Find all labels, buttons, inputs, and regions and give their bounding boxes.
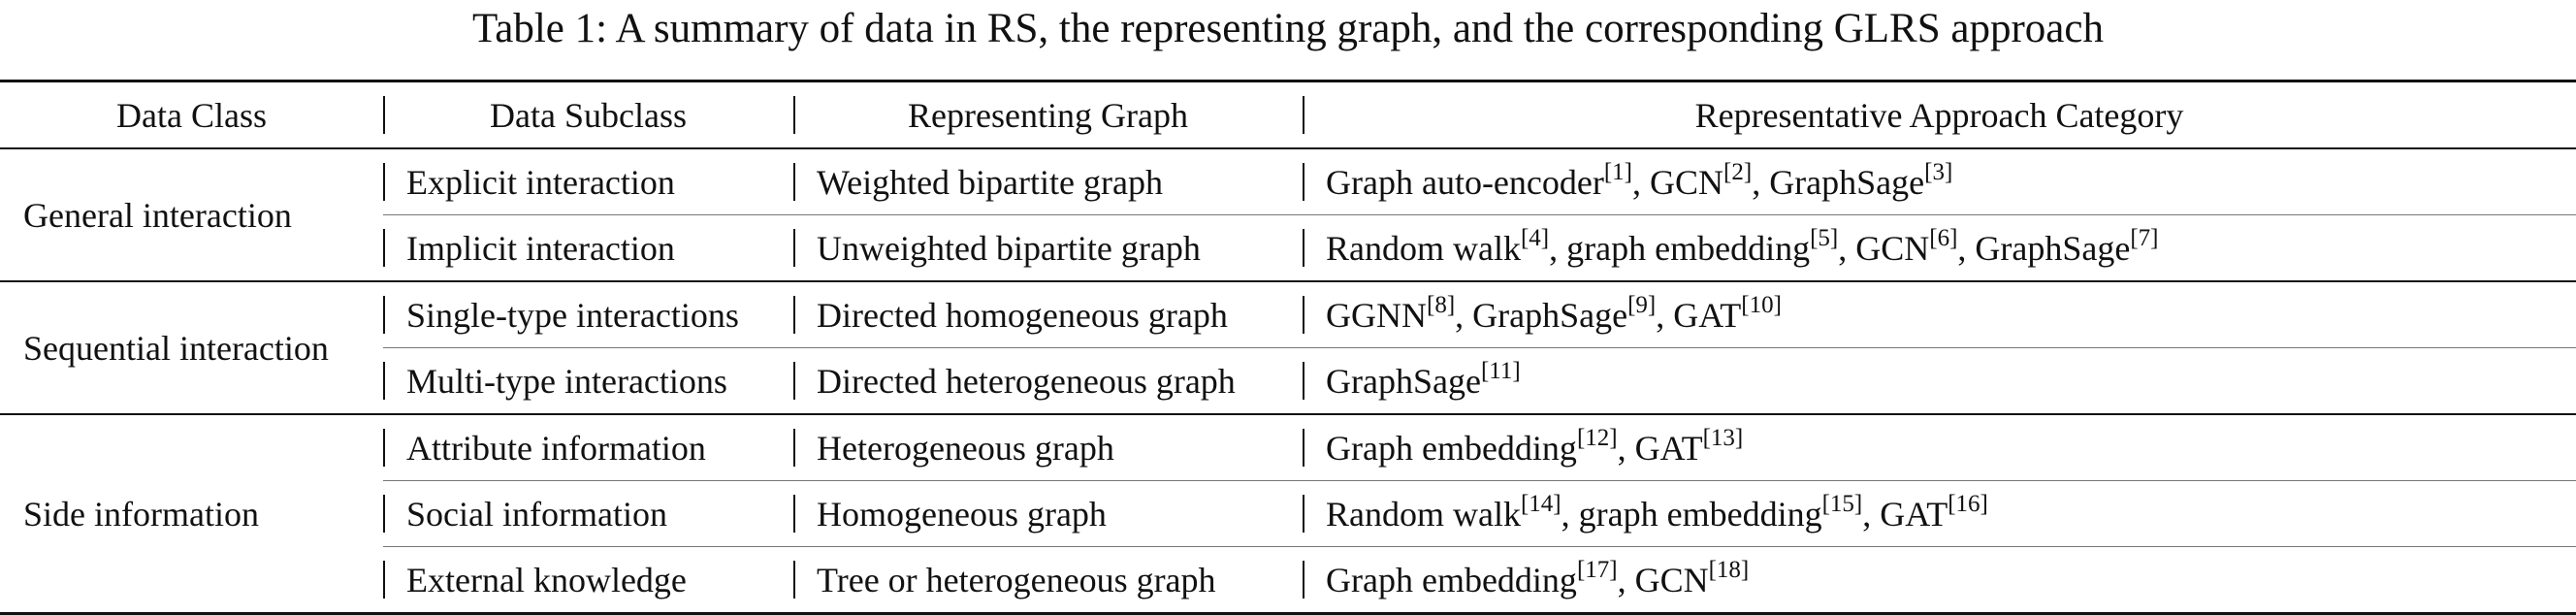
data-subclass-cell: External knowledge <box>383 546 793 614</box>
representing-graph-cell: Directed homogeneous graph <box>793 281 1303 348</box>
data-subclass-cell: Implicit interaction <box>383 214 793 281</box>
approach-category-cell: Random walk[4], graph embedding[5], GCN[… <box>1303 214 2576 281</box>
approach-category-cell: Graph embedding[12], GAT[13] <box>1303 414 2576 481</box>
approach-category-cell: Graph auto-encoder[1], GCN[2], GraphSage… <box>1303 148 2576 215</box>
approach-name: GGNN <box>1326 295 1427 335</box>
citation-ref[interactable]: [6] <box>1929 224 1958 251</box>
citation-ref[interactable]: [18] <box>1708 556 1750 583</box>
approach-name: graph embedding <box>1578 494 1822 534</box>
citation-ref[interactable]: [2] <box>1723 158 1753 185</box>
header-data-class: Data Class <box>116 95 267 135</box>
approach-name: Graph embedding <box>1326 428 1577 468</box>
citation-ref[interactable]: [3] <box>1924 158 1953 185</box>
approach-name: Random walk <box>1326 494 1521 534</box>
table-row: Sequential interaction Single-type intera… <box>0 281 2576 368</box>
citation-ref[interactable]: [8] <box>1427 291 1456 318</box>
approach-name: GraphSage <box>1326 361 1481 401</box>
citation-ref[interactable]: [5] <box>1810 224 1839 251</box>
data-subclass-cell: Single-type interactions <box>383 281 793 348</box>
table-row: Social information Homogeneous graph Rando… <box>0 480 2576 547</box>
approach-name: graph embedding <box>1566 228 1811 268</box>
representing-graph-cell: Tree or heterogeneous graph <box>793 546 1303 614</box>
approach-category-cell: Graph embedding[17], GCN[18] <box>1303 546 2576 614</box>
citation-ref[interactable]: [10] <box>1741 291 1782 318</box>
table-caption: Table 1: A summary of data in RS, the re… <box>472 6 2104 51</box>
citation-ref[interactable]: [7] <box>2130 224 2159 251</box>
data-subclass-cell: Social information <box>383 480 793 547</box>
table-row: External knowledge Tree or heterogeneous … <box>0 546 2576 614</box>
table-row: Side information Attribute information Het… <box>0 414 2576 534</box>
approach-name: GCN <box>1634 560 1709 599</box>
citation-ref[interactable]: [16] <box>1948 490 1988 517</box>
citation-ref[interactable]: [1] <box>1603 158 1633 185</box>
approach-category-cell: Random walk[14], graph embedding[15], GA… <box>1303 480 2576 547</box>
representing-graph-cell: Unweighted bipartite graph <box>793 214 1303 281</box>
approach-name: GCN <box>1650 162 1724 202</box>
approach-name: GAT <box>1880 494 1948 534</box>
approach-name: GraphSage <box>1769 162 1925 202</box>
data-class-cell: Side information <box>23 494 259 534</box>
table-row: General interaction Explicit interaction W… <box>0 148 2576 235</box>
citation-ref[interactable]: [12] <box>1576 424 1618 451</box>
table-body: General interaction Explicit interaction W… <box>0 148 2576 614</box>
representing-graph-cell: Weighted bipartite graph <box>793 148 1303 215</box>
citation-ref[interactable]: [15] <box>1821 490 1863 517</box>
approach-name: GraphSage <box>1472 295 1628 335</box>
data-subclass-cell: Multi-type interactions <box>383 347 793 414</box>
citation-ref[interactable]: [17] <box>1576 556 1618 583</box>
citation-ref[interactable]: [4] <box>1520 224 1550 251</box>
approach-name: GCN <box>1855 228 1930 268</box>
approach-name: Random walk <box>1326 228 1521 268</box>
citation-ref[interactable]: [11] <box>1480 357 1521 384</box>
citation-ref[interactable]: [13] <box>1702 424 1744 451</box>
header-approach-category: Representative Approach Category <box>1303 81 2576 149</box>
approach-name: Graph embedding <box>1326 560 1577 599</box>
approach-name: GAT <box>1634 428 1703 468</box>
representing-graph-cell: Directed heterogeneous graph <box>793 347 1303 414</box>
table-row: Multi-type interactions Directed heteroge… <box>0 347 2576 414</box>
data-class-cell: General interaction <box>23 195 292 235</box>
header-row: Data Class Data Subclass Representing Gr… <box>0 81 2576 149</box>
representing-graph-cell: Heterogeneous graph <box>793 414 1303 481</box>
data-subclass-cell: Attribute information <box>383 414 793 481</box>
representing-graph-cell: Homogeneous graph <box>793 480 1303 547</box>
summary-table: Data Class Data Subclass Representing Gr… <box>0 80 2576 615</box>
approach-name: GraphSage <box>1975 228 2131 268</box>
table-row: Implicit interaction Unweighted bipartite… <box>0 214 2576 281</box>
header-representing-graph: Representing Graph <box>793 81 1303 149</box>
header-data-subclass: Data Subclass <box>383 81 793 149</box>
citation-ref[interactable]: [9] <box>1627 291 1657 318</box>
table-header: Data Class Data Subclass Representing Gr… <box>0 81 2576 149</box>
approach-name: GAT <box>1673 295 1742 335</box>
citation-ref[interactable]: [14] <box>1520 490 1562 517</box>
approach-category-cell: GGNN[8], GraphSage[9], GAT[10] <box>1303 281 2576 348</box>
data-class-cell: Sequential interaction <box>23 328 329 368</box>
approach-category-cell: GraphSage[11] <box>1303 347 2576 414</box>
data-subclass-cell: Explicit interaction <box>383 148 793 215</box>
approach-name: Graph auto-encoder <box>1326 162 1604 202</box>
